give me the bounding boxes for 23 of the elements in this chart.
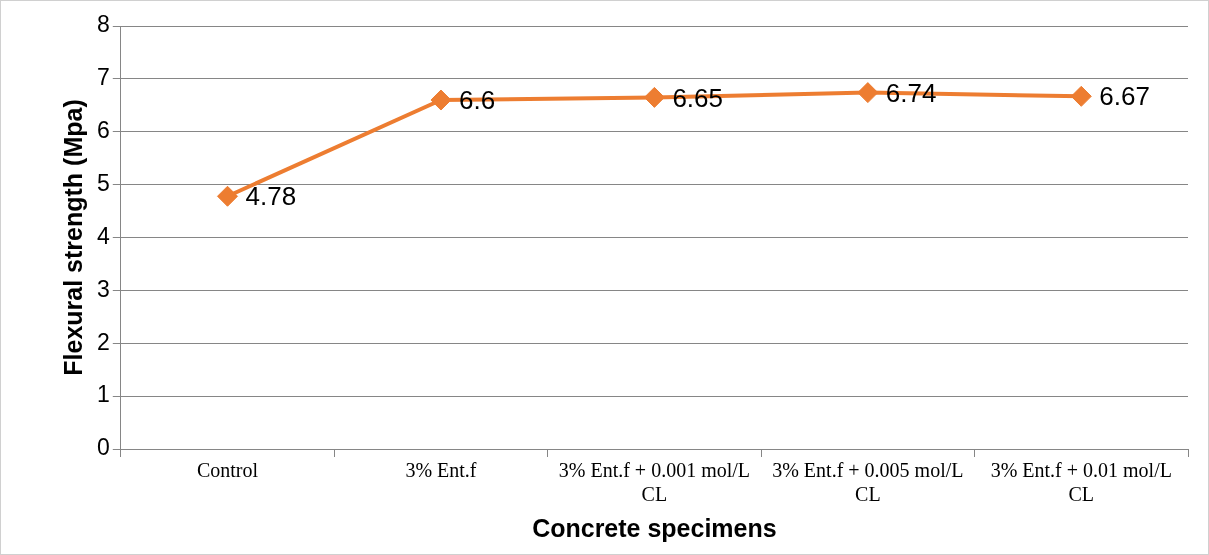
y-tick-label: 5 xyxy=(96,169,110,196)
y-tick-label: 3 xyxy=(96,275,110,302)
data-label: 4.78 xyxy=(245,181,297,212)
x-axis-title: Concrete specimens xyxy=(532,513,777,542)
x-tick-label: 3% Ent.f + 0.01 mol/L CL xyxy=(990,459,1172,506)
y-tick-label: 7 xyxy=(96,64,110,91)
y-tick-label: 2 xyxy=(96,328,110,355)
y-axis-title: Flexural strength (Mpa) xyxy=(58,99,87,376)
y-tick-label: 4 xyxy=(96,222,110,249)
data-label: 6.67 xyxy=(1099,81,1150,112)
y-tick-label: 1 xyxy=(96,381,110,408)
x-tick-label: Control xyxy=(196,459,259,482)
point xyxy=(1070,85,1092,107)
y-tick-label: 8 xyxy=(96,11,110,38)
x-tick-label: 3% Ent.f + 0.005 mol/L CL xyxy=(772,459,964,506)
point xyxy=(430,89,452,111)
point xyxy=(643,86,665,108)
y-tick-label: 6 xyxy=(96,117,110,144)
x-tick-label: 3% Ent.f + 0.001 mol/L CL xyxy=(558,459,751,506)
y-tick-label: 0 xyxy=(96,434,110,461)
point xyxy=(857,82,879,104)
point xyxy=(217,185,239,207)
x-tick-label: 3% Ent.f xyxy=(405,459,477,482)
